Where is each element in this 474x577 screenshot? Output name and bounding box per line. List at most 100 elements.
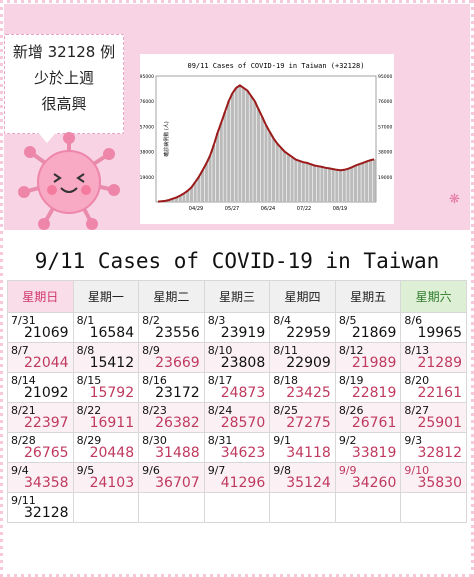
day-cell: 9/4 34358 <box>7 462 74 493</box>
y-axis-right: 19000 38000 57000 76000 95000 <box>378 74 392 181</box>
chart-bar <box>286 154 290 202</box>
table-row: 9/4 34358 9/5 24103 9/6 36707 9/7 41296 9/8 35124… <box>7 462 467 493</box>
virus-mascot-icon <box>18 132 120 230</box>
chart-bar <box>215 133 220 202</box>
chart-bar <box>301 162 305 202</box>
y-tick-label: 38000 <box>378 150 392 156</box>
day-case-count: 34623 <box>220 445 266 461</box>
day-date: 8/28 <box>11 434 36 447</box>
y-tick-label: 76000 <box>378 99 392 105</box>
day-date: 9/9 <box>338 464 357 477</box>
day-case-count: 32812 <box>417 445 462 461</box>
chart-bar <box>223 111 227 202</box>
chart-bar <box>227 101 231 202</box>
day-case-count: 23556 <box>155 325 200 341</box>
x-tick-label: 06/24 <box>261 206 275 212</box>
chart-bar <box>357 164 361 202</box>
day-cell: 8/4 22959 <box>269 312 336 343</box>
day-date: 9/7 <box>207 464 226 477</box>
weekday-header: 星期日 <box>7 280 74 313</box>
day-date: 9/3 <box>404 434 423 447</box>
day-case-count: 23172 <box>155 385 200 401</box>
chart-bar <box>312 165 317 202</box>
day-cell: 8/21 22397 <box>7 402 74 433</box>
day-cell: 8/31 34623 <box>203 432 271 463</box>
chart-bar <box>342 169 346 202</box>
day-date: 9/6 <box>142 464 160 477</box>
day-date: 8/22 <box>76 404 102 417</box>
chart-bar <box>361 162 365 202</box>
day-cell: 8/13 21289 <box>400 342 467 373</box>
weekday-header: 星期一 <box>72 280 140 313</box>
chart-bar <box>245 90 249 202</box>
day-date: 8/6 <box>404 314 423 327</box>
chart-bar <box>201 170 205 202</box>
x-tick-label: 07/22 <box>297 206 311 212</box>
chart-bar <box>275 143 279 202</box>
day-cell: 8/7 22044 <box>7 342 74 373</box>
y-tick-label: 57000 <box>378 124 392 130</box>
day-cell: 8/11 22909 <box>269 342 336 373</box>
y-tick-label: 76000 <box>140 99 154 105</box>
day-cell: 8/23 26382 <box>138 402 205 433</box>
table-row: 9/11 32128 <box>7 492 467 523</box>
day-cell: 9/1 34118 <box>269 432 336 463</box>
day-case-count: 32128 <box>24 505 69 521</box>
day-date: 8/26 <box>338 404 364 417</box>
day-cell: 8/28 26765 <box>7 432 74 463</box>
day-date: 9/8 <box>273 464 291 477</box>
chart-bar <box>324 167 328 202</box>
chart-bar <box>212 144 216 202</box>
day-date: 8/25 <box>273 404 298 417</box>
weekday-header: 星期六 <box>400 280 467 313</box>
day-cell: 8/26 26761 <box>334 402 402 433</box>
day-cell: 8/3 23919 <box>203 312 271 343</box>
day-date: 8/29 <box>76 434 102 447</box>
table-row: 8/28 26765 8/29 20448 8/30 31488 8/31 34623 9/1 3… <box>7 432 467 463</box>
chart-bar <box>331 169 335 202</box>
x-tick-label: 04/29 <box>189 206 203 212</box>
chart-bar <box>182 193 186 202</box>
chart-bar <box>189 187 193 202</box>
day-date: 8/14 <box>11 374 36 387</box>
day-date: 8/4 <box>273 314 291 327</box>
y-tick-label: 95000 <box>378 74 392 80</box>
day-cell: 7/31 21069 <box>7 312 74 343</box>
chart-bar <box>346 168 350 202</box>
day-case-count: 24873 <box>220 385 266 401</box>
day-case-count: 41296 <box>220 475 266 491</box>
day-date: 9/5 <box>76 464 95 477</box>
chart-bar <box>238 85 242 202</box>
day-case-count: 28570 <box>220 415 266 431</box>
day-case-count: 35124 <box>286 475 331 491</box>
bubble-line-3: 很高興 <box>41 95 87 113</box>
day-case-count: 21289 <box>417 355 462 371</box>
weekday-header: 星期三 <box>203 280 271 313</box>
day-date: 8/9 <box>142 344 160 357</box>
day-cell: 8/27 25901 <box>400 402 467 433</box>
chart-bar <box>339 170 343 202</box>
chart-bar <box>253 101 257 202</box>
day-case-count: 25901 <box>417 415 462 431</box>
day-cell: 8/22 16911 <box>72 402 140 433</box>
day-cell: 9/11 32128 <box>7 492 74 523</box>
day-cell <box>334 492 402 523</box>
day-cell: 8/1 16584 <box>72 312 140 343</box>
chart-bar <box>234 87 238 202</box>
day-cell: 8/6 19965 <box>400 312 467 343</box>
bubble-tail <box>35 129 59 143</box>
chart-bar <box>350 167 354 202</box>
chart-bar <box>316 166 320 202</box>
chart-trend-line <box>157 84 375 203</box>
day-cell: 8/16 23172 <box>138 372 205 403</box>
day-case-count: 23425 <box>286 385 331 401</box>
day-date: 8/18 <box>273 374 298 387</box>
day-date: 8/1 <box>76 314 95 327</box>
chart-bar <box>186 190 190 202</box>
day-date: 8/2 <box>142 314 160 327</box>
day-case-count: 33819 <box>351 445 397 461</box>
day-cell: 9/10 35830 <box>400 462 467 493</box>
day-cell: 8/29 20448 <box>72 432 140 463</box>
day-case-count: 21069 <box>24 325 69 341</box>
chart-bar <box>178 195 182 202</box>
